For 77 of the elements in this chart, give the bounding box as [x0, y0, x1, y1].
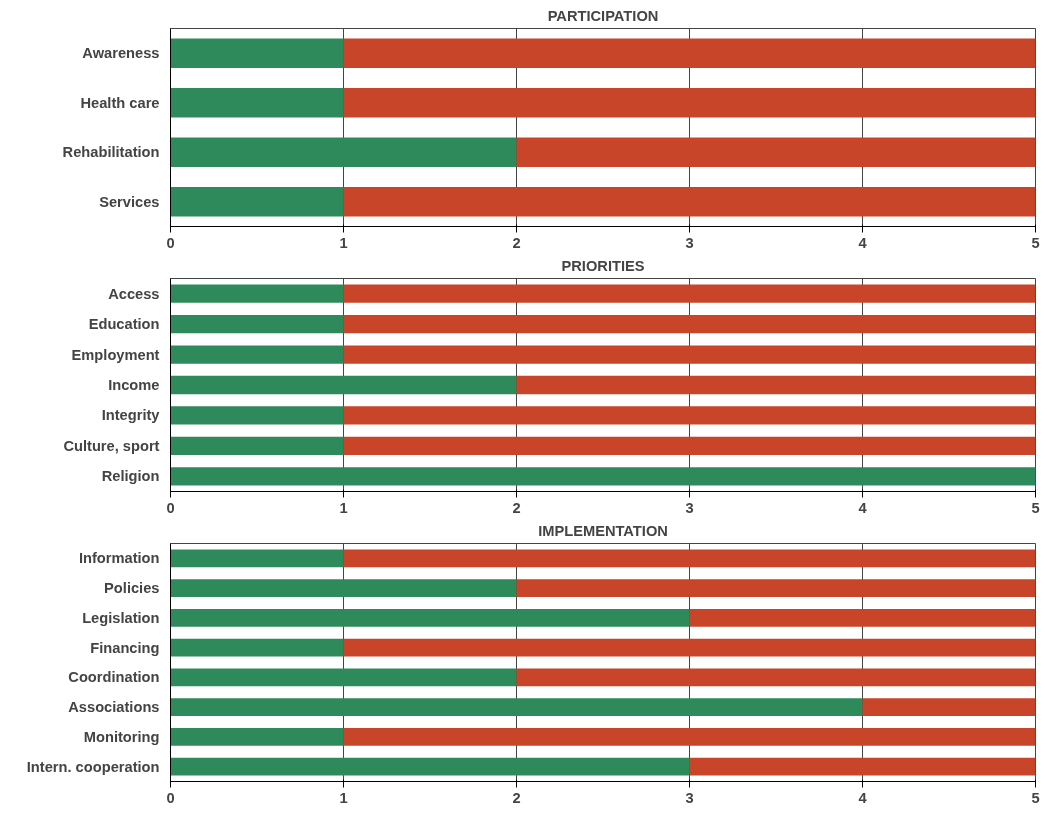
bar — [170, 579, 517, 598]
x-tick-label: 1 — [339, 789, 348, 806]
bar — [343, 638, 1036, 657]
bar — [170, 436, 344, 455]
bar — [343, 87, 1036, 118]
x-tick-label: 4 — [858, 234, 868, 251]
x-tick-label: 4 — [858, 499, 868, 516]
bar — [170, 87, 344, 118]
y-tick-label: Associations — [68, 699, 160, 716]
bar — [343, 315, 1036, 334]
bar — [170, 549, 344, 568]
y-tick-label: Integrity — [101, 407, 161, 424]
y-tick-label: Legislation — [82, 609, 160, 626]
chart-title: IMPLEMENTATION — [538, 522, 668, 539]
bar — [170, 668, 517, 687]
y-tick-label: Culture, sport — [63, 437, 160, 454]
y-tick-label: Coordination — [68, 669, 160, 686]
x-tick-label: 2 — [512, 789, 521, 806]
bar — [343, 406, 1036, 425]
x-tick-label: 1 — [339, 499, 348, 516]
bar — [170, 315, 344, 334]
bar — [170, 608, 690, 627]
y-tick-label: Employment — [71, 346, 160, 363]
bar — [170, 375, 517, 395]
y-tick-label: Monitoring — [83, 728, 160, 745]
x-tick-label: 3 — [685, 234, 694, 251]
bar — [343, 38, 1036, 69]
y-tick-label: Financing — [90, 639, 160, 656]
y-tick-label: Access — [108, 285, 160, 302]
bar — [516, 375, 1036, 395]
y-tick-label: Education — [88, 316, 160, 333]
bar — [170, 467, 1036, 486]
bar — [343, 186, 1036, 217]
bar — [862, 698, 1036, 717]
y-tick-label: Information — [78, 550, 160, 567]
x-tick-label: 3 — [685, 789, 694, 806]
bar — [343, 727, 1036, 746]
x-tick-label: 2 — [512, 234, 521, 251]
bar — [170, 38, 344, 69]
bar — [170, 698, 863, 717]
y-tick-label: Awareness — [82, 45, 160, 62]
y-tick-label: Policies — [104, 580, 160, 597]
x-tick-label: 4 — [858, 789, 868, 806]
bar — [516, 137, 1036, 168]
x-tick-label: 0 — [166, 499, 175, 516]
bar — [343, 345, 1036, 364]
bar — [170, 727, 344, 746]
bar — [689, 608, 1036, 627]
chart-title: PRIORITIES — [561, 257, 645, 274]
bar — [170, 186, 344, 217]
x-tick-label: 2 — [512, 499, 521, 516]
bar — [343, 549, 1036, 568]
x-tick-label: 1 — [339, 234, 348, 251]
y-tick-label: Religion — [101, 468, 160, 485]
y-tick-label: Rehabilitation — [62, 144, 160, 161]
y-tick-label: Health care — [80, 94, 160, 111]
bar — [516, 579, 1036, 598]
x-tick-label: 5 — [1031, 499, 1040, 516]
x-tick-label: 3 — [685, 499, 694, 516]
bar — [170, 406, 344, 425]
bar — [689, 757, 1036, 776]
x-tick-label: 0 — [166, 234, 175, 251]
bar — [170, 345, 344, 364]
x-tick-label: 0 — [166, 789, 175, 806]
bar — [170, 757, 690, 776]
x-tick-label: 5 — [1031, 789, 1040, 806]
y-tick-label: Services — [99, 193, 160, 210]
bar — [170, 137, 517, 168]
bar — [170, 638, 344, 657]
bar — [516, 668, 1036, 687]
bar — [343, 284, 1036, 303]
x-tick-label: 5 — [1031, 234, 1040, 251]
chart-title: PARTICIPATION — [547, 7, 659, 24]
bar — [170, 284, 344, 303]
y-tick-label: Intern. cooperation — [26, 758, 160, 775]
bar — [343, 436, 1036, 455]
y-tick-label: Income — [108, 377, 160, 393]
